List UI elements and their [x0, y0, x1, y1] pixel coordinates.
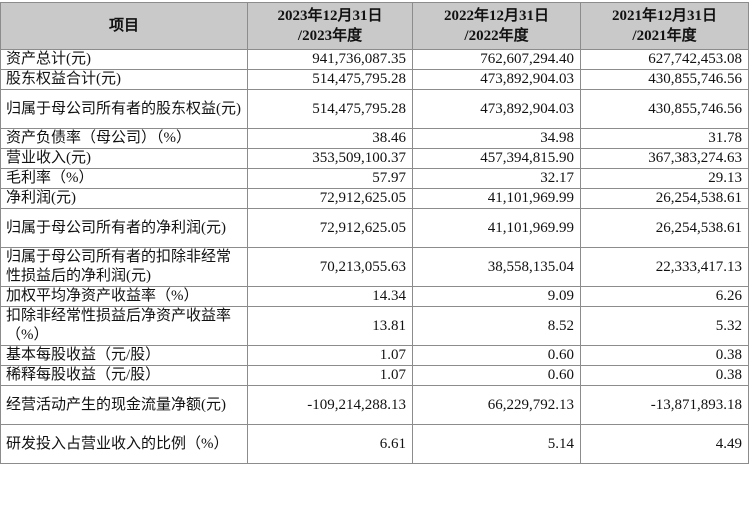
table-row: 股东权益合计(元) 514,475,795.28 473,892,904.03 430… — [0, 69, 749, 90]
value-2021: 367,383,274.63 — [580, 148, 749, 169]
row-label: 加权平均净资产收益率（%） — [0, 286, 248, 307]
row-label: 扣除非经常性损益后净资产收益率（%） — [0, 306, 248, 346]
value-2023: 514,475,795.28 — [247, 89, 413, 129]
value-2022: 0.60 — [412, 365, 581, 386]
value-2022: 8.52 — [412, 306, 581, 346]
value-2021: 5.32 — [580, 306, 749, 346]
value-2021: 26,254,538.61 — [580, 188, 749, 209]
value-2022: 41,101,969.99 — [412, 208, 581, 248]
value-2023: 38.46 — [247, 128, 413, 149]
value-2021: 430,855,746.56 — [580, 69, 749, 90]
value-2023: 1.07 — [247, 345, 413, 366]
value-2022: 9.09 — [412, 286, 581, 307]
header-2022-date: 2022年12月31日 — [443, 8, 549, 24]
row-label: 归属于母公司所有者的扣除非经常性损益后的净利润(元) — [0, 247, 248, 287]
row-label: 研发投入占营业收入的比例（%） — [0, 424, 248, 464]
row-label: 资产负债率（母公司）（%） — [0, 128, 248, 149]
value-2023: 72,912,625.05 — [247, 208, 413, 248]
table-row: 净利润(元) 72,912,625.05 41,101,969.99 26,254,5… — [0, 188, 749, 209]
value-2021: 26,254,538.61 — [580, 208, 749, 248]
value-2022: 34.98 — [412, 128, 581, 149]
value-2021: 0.38 — [580, 345, 749, 366]
table-row: 经营活动产生的现金流量净额(元) -109,214,288.13 66,229,79… — [0, 385, 749, 425]
header-2023-year: /2023年度 — [297, 28, 363, 44]
value-2022: 41,101,969.99 — [412, 188, 581, 209]
value-2021: 4.49 — [580, 424, 749, 464]
table-body: 资产总计(元) 941,736,087.35 762,607,294.40 627,7… — [0, 49, 749, 464]
value-2023: 1.07 — [247, 365, 413, 386]
row-label: 毛利率（%） — [0, 168, 248, 189]
table-row: 资产总计(元) 941,736,087.35 762,607,294.40 627,7… — [0, 49, 749, 70]
value-2022: 5.14 — [412, 424, 581, 464]
table-row: 归属于母公司所有者的股东权益(元) 514,475,795.28 473,892,9… — [0, 89, 749, 129]
value-2021: 627,742,453.08 — [580, 49, 749, 70]
header-2023-date: 2023年12月31日 — [277, 8, 383, 24]
row-label: 稀释每股收益（元/股） — [0, 365, 248, 386]
value-2023: 941,736,087.35 — [247, 49, 413, 70]
value-2023: 57.97 — [247, 168, 413, 189]
value-2022: 66,229,792.13 — [412, 385, 581, 425]
value-2022: 457,394,815.90 — [412, 148, 581, 169]
value-2023: 514,475,795.28 — [247, 69, 413, 90]
value-2021: 6.26 — [580, 286, 749, 307]
value-2023: 13.81 — [247, 306, 413, 346]
row-label: 资产总计(元) — [0, 49, 248, 70]
row-label: 净利润(元) — [0, 188, 248, 209]
value-2022: 0.60 — [412, 345, 581, 366]
value-2021: 31.78 — [580, 128, 749, 149]
row-label: 归属于母公司所有者的股东权益(元) — [0, 89, 248, 129]
value-2022: 473,892,904.03 — [412, 89, 581, 129]
table-row: 毛利率（%） 57.97 32.17 29.13 — [0, 168, 749, 189]
value-2021: -13,871,893.18 — [580, 385, 749, 425]
value-2023: 14.34 — [247, 286, 413, 307]
value-2023: 70,213,055.63 — [247, 247, 413, 287]
row-label: 股东权益合计(元) — [0, 69, 248, 90]
header-2022: 2022年12月31日 /2022年度 — [412, 2, 581, 50]
header-2022-year: /2022年度 — [464, 28, 529, 44]
value-2023: 6.61 — [247, 424, 413, 464]
table-row: 归属于母公司所有者的扣除非经常性损益后的净利润(元) 70,213,055.63 3… — [0, 247, 749, 287]
header-item: 项目 — [0, 2, 248, 50]
value-2022: 32.17 — [412, 168, 581, 189]
table-row: 加权平均净资产收益率（%） 14.34 9.09 6.26 — [0, 286, 749, 307]
header-2021-year: /2021年度 — [632, 28, 697, 44]
table-row: 营业收入(元) 353,509,100.37 457,394,815.90 367,3… — [0, 148, 749, 169]
value-2021: 22,333,417.13 — [580, 247, 749, 287]
value-2023: 72,912,625.05 — [247, 188, 413, 209]
value-2022: 473,892,904.03 — [412, 69, 581, 90]
row-label: 营业收入(元) — [0, 148, 248, 169]
value-2023: -109,214,288.13 — [247, 385, 413, 425]
row-label: 经营活动产生的现金流量净额(元) — [0, 385, 248, 425]
header-2023: 2023年12月31日 /2023年度 — [247, 2, 413, 50]
row-label: 归属于母公司所有者的净利润(元) — [0, 208, 248, 248]
table-row: 归属于母公司所有者的净利润(元) 72,912,625.05 41,101,969.… — [0, 208, 749, 248]
header-2021-date: 2021年12月31日 — [611, 8, 717, 24]
header-row: 项目 2023年12月31日 /2023年度 2022年12月31日 /2022… — [0, 2, 749, 50]
table-row: 研发投入占营业收入的比例（%） 6.61 5.14 4.49 — [0, 424, 749, 464]
value-2021: 0.38 — [580, 365, 749, 386]
table-row: 基本每股收益（元/股） 1.07 0.60 0.38 — [0, 345, 749, 366]
table-row: 资产负债率（母公司）（%） 38.46 34.98 31.78 — [0, 128, 749, 149]
financial-data-table: 项目 2023年12月31日 /2023年度 2022年12月31日 /2022… — [0, 2, 749, 464]
table-row: 稀释每股收益（元/股） 1.07 0.60 0.38 — [0, 365, 749, 386]
value-2021: 430,855,746.56 — [580, 89, 749, 129]
value-2022: 38,558,135.04 — [412, 247, 581, 287]
value-2021: 29.13 — [580, 168, 749, 189]
table-row: 扣除非经常性损益后净资产收益率（%） 13.81 8.52 5.32 — [0, 306, 749, 346]
value-2023: 353,509,100.37 — [247, 148, 413, 169]
row-label: 基本每股收益（元/股） — [0, 345, 248, 366]
header-2021: 2021年12月31日 /2021年度 — [580, 2, 749, 50]
value-2022: 762,607,294.40 — [412, 49, 581, 70]
table-header: 项目 2023年12月31日 /2023年度 2022年12月31日 /2022… — [0, 2, 749, 50]
